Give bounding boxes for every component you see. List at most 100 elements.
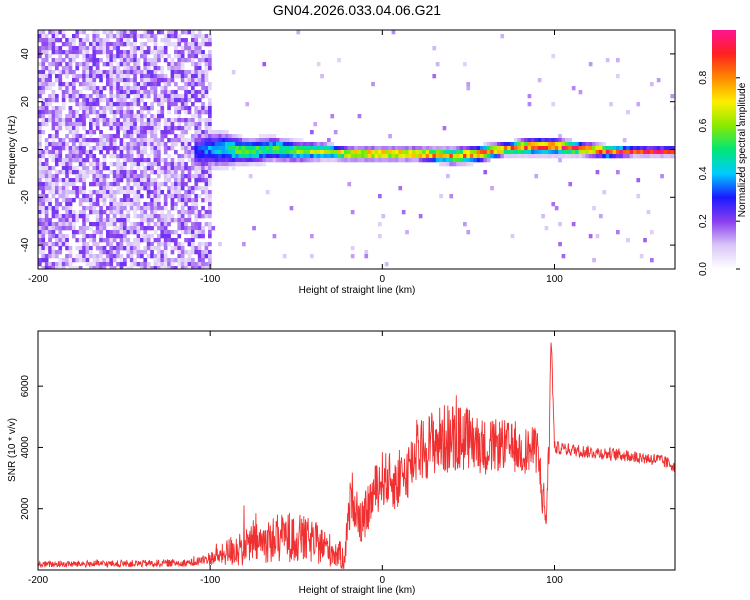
spectrogram-cell [55,114,59,119]
spectrogram-cell [133,158,137,163]
spectrogram-cell [102,174,107,179]
spectrogram-cell [119,162,124,167]
spectrogram-cell [133,142,137,147]
spectrogram-cell [51,182,56,187]
spectrogram-cell [201,102,205,107]
spectrogram-cell [180,142,185,147]
spectrogram-cell [146,234,151,239]
spectrogram-cell [75,238,80,243]
spectrogram-cell [72,266,76,269]
spectrogram-cell [238,150,243,155]
spectrogram-cell [452,158,457,163]
spectrogram-cell [163,142,168,147]
spectrogram-cell [140,262,144,267]
spectrogram-cell [157,190,161,195]
spectrogram-cell [381,158,386,163]
spectrogram-cell [129,110,134,115]
spectrogram-cell [184,122,188,127]
spectrogram-x-tick-label: -200 [28,274,48,285]
spectrogram-cell [140,142,144,147]
spectrogram-cell [82,194,86,199]
spectrogram-cell [248,138,253,143]
spectrogram-cell [279,154,284,159]
spectrogram-cell [58,162,63,167]
spectrogram-cell [170,250,175,255]
spectrogram-cell [78,138,83,143]
spectrogram-cell [153,142,158,147]
spectrogram-cell [65,194,69,199]
spectrogram-cell [201,130,205,135]
spectrogram-cell [558,222,562,227]
spectrogram-cell [140,130,144,135]
spectrogram-cell [551,202,556,207]
spectrogram-cell [187,214,192,219]
spectrogram-cell [544,146,549,151]
spectrogram-cell [262,158,267,163]
spectrogram-cell [228,146,233,151]
spectrogram-cell [180,186,185,191]
spectrogram-cell [72,70,76,75]
spectrogram-cell [51,58,56,63]
spectrogram-cell [544,150,549,155]
spectrogram-cell [670,146,675,151]
spectrogram-cell [82,82,86,87]
spectrogram-cell [126,86,131,91]
spectrogram-cell [221,146,226,151]
spectrogram-cell [153,210,158,215]
spectrogram-cell [129,266,134,269]
spectrogram-cell [197,250,202,255]
spectrogram-cell [163,126,168,131]
spectrogram-cell [150,266,154,269]
spectrogram-cell [449,194,454,199]
spectrogram-cell [405,146,409,151]
spectrogram-cell [78,90,83,95]
spectrogram-cell [391,158,396,163]
spectrogram-cell [558,150,562,155]
spectrogram-cell [449,158,454,163]
spectrogram-cell [68,130,73,135]
spectrogram-cell [167,54,171,59]
spectrogram-cell [616,230,620,235]
spectrogram-cell [116,166,120,171]
spectrogram-cell [109,110,114,115]
spectrogram-cell [282,254,287,259]
spectrogram-cell [102,122,107,127]
spectrogram-cell [276,146,280,151]
spectrogram-cell [204,42,209,47]
spectrogram-cell [92,62,97,67]
spectrogram-cell [102,42,107,47]
spectrogram-cell [82,214,86,219]
spectrogram-cell [109,234,114,239]
spectrogram-cell [51,94,56,99]
spectrogram-cell [160,230,165,235]
spectrogram-cell [51,34,56,39]
spectrogram-cell [106,258,110,263]
spectrogram-cell [58,146,63,151]
spectrogram-cell [541,154,545,159]
spectrogram-cell [48,170,52,175]
spectrogram-cell [150,126,154,131]
spectrogram-cell [55,106,59,111]
spectrogram-cell [153,150,158,155]
spectrogram-cell [225,142,229,147]
spectrogram-cell [639,146,644,151]
spectrogram-cell [95,146,100,151]
spectrogram-cell [252,162,256,167]
spectrogram-cell [123,206,127,211]
spectrogram-cell [191,154,195,159]
spectrogram-cell [123,50,127,55]
spectrogram-cell [51,138,56,143]
spectrogram-cell [136,146,141,151]
spectrogram-cell [310,254,314,259]
spectrogram-cell [490,150,494,155]
spectrogram-cell [85,110,90,115]
spectrogram-cell [218,166,222,171]
spectrogram-cell [208,34,212,39]
spectrogram-cell [197,254,202,259]
spectrogram-cell [201,186,205,191]
spectrogram-cell [38,146,42,151]
spectrogram-cell [133,214,137,219]
spectrogram-cell [41,70,46,75]
spectrogram-cell [136,206,141,211]
spectrogram-cell [184,166,188,171]
